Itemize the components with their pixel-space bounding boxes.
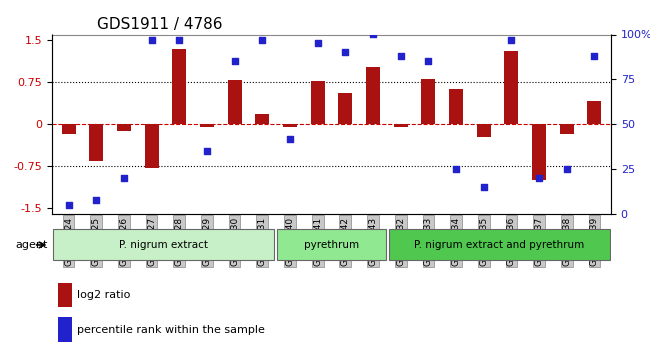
Bar (366, 67, 380, 124)
Bar (117, 124, 131, 131)
Bar (532, 124, 546, 180)
Point (257, 37, 268, 43)
Text: pyrethrum: pyrethrum (304, 240, 359, 250)
Point (534, 175, 544, 181)
Text: agent: agent (16, 240, 48, 250)
FancyBboxPatch shape (277, 229, 386, 260)
Bar (227, 80, 242, 124)
Bar (504, 51, 518, 124)
Point (174, 37, 185, 43)
Point (202, 148, 212, 154)
Text: P. nigrum extract: P. nigrum extract (120, 240, 208, 250)
Bar (172, 49, 186, 124)
Point (229, 59, 240, 64)
Point (478, 184, 489, 190)
Bar (89, 124, 103, 161)
Point (91, 197, 101, 202)
FancyBboxPatch shape (53, 229, 274, 260)
Point (285, 136, 295, 141)
Bar (255, 114, 269, 124)
Bar (560, 124, 574, 134)
FancyBboxPatch shape (389, 229, 610, 260)
Bar (58, 317, 72, 342)
Text: GDS1911 / 4786: GDS1911 / 4786 (97, 17, 222, 32)
Bar (145, 124, 159, 168)
Point (562, 166, 572, 172)
Point (395, 53, 406, 59)
Point (451, 166, 462, 172)
Bar (283, 124, 297, 127)
Point (423, 59, 434, 64)
Point (313, 41, 323, 46)
Text: percentile rank within the sample: percentile rank within the sample (77, 325, 265, 335)
Point (589, 53, 599, 59)
Point (146, 37, 157, 43)
Bar (311, 81, 324, 124)
Bar (588, 101, 601, 124)
Point (119, 175, 129, 181)
Text: log2 ratio: log2 ratio (77, 290, 131, 300)
Text: P. nigrum extract and pyrethrum: P. nigrum extract and pyrethrum (414, 240, 584, 250)
Bar (449, 89, 463, 124)
Point (340, 50, 350, 55)
Bar (477, 124, 491, 137)
Point (506, 37, 517, 43)
Bar (58, 283, 72, 307)
Point (368, 32, 378, 37)
Bar (62, 124, 75, 134)
Bar (339, 93, 352, 124)
Bar (394, 124, 408, 127)
Bar (421, 79, 436, 124)
Point (64, 202, 74, 208)
Bar (200, 124, 214, 127)
